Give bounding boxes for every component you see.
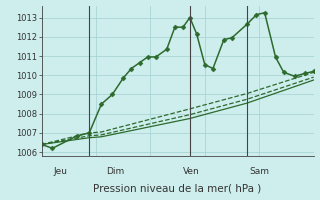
Text: Pression niveau de la mer( hPa ): Pression niveau de la mer( hPa ) bbox=[93, 184, 262, 194]
Text: Dim: Dim bbox=[106, 167, 124, 176]
Text: Sam: Sam bbox=[249, 167, 269, 176]
Text: Jeu: Jeu bbox=[54, 167, 68, 176]
Text: Ven: Ven bbox=[183, 167, 200, 176]
